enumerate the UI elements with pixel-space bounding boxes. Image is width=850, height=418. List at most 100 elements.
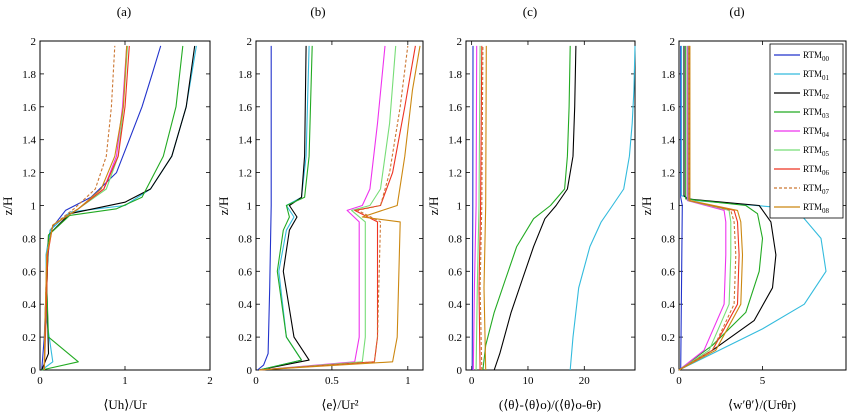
ytick-label: 0.4 (238, 299, 252, 311)
ylabel-c: z/H (426, 197, 441, 216)
xlabel-c: (⟨θ⟩-⟨θ⟩o)/(⟨θ⟩o-θr) (499, 397, 601, 412)
series-line-RTM02 (258, 45, 310, 371)
series-c (471, 45, 636, 371)
ticks-a: 0 0.2 0.4 0.6 0.8 1 1.2 1.4 1.6 1.8 2 0 1 2 (22, 36, 213, 387)
series-line-RTM05 (475, 45, 481, 371)
xtick-label: 0.5 (325, 375, 339, 387)
series-line-RTM00 (680, 45, 683, 371)
ytick-label: 0.4 (661, 299, 675, 311)
legend-label-RTM06: RTM06 (803, 164, 829, 177)
legend: RTM00 RTM01 RTM02 RTM03 RTM04 RTM05 RTM06 RTM07… (769, 43, 844, 219)
ytick-label: 1 (670, 201, 676, 213)
series-line-RTM03 (258, 45, 313, 371)
ytick-label: 0.2 (448, 332, 462, 344)
xtick-label: 0 (253, 375, 259, 387)
legend-box (769, 43, 844, 219)
ytick-label: 0.2 (22, 332, 36, 344)
legend-label-RTM08: RTM08 (803, 202, 829, 215)
ylabel-a: z/H (0, 197, 15, 216)
ytick-label: 0.4 (448, 299, 462, 311)
legend-label-RTM01: RTM01 (803, 69, 829, 82)
xtick-label: 0 (469, 375, 475, 387)
xlabel-a: ⟨Uh⟩/Ur (103, 397, 147, 412)
ytick-label: 1.4 (661, 135, 675, 147)
series-b (257, 45, 421, 371)
ytick-label: 2 (247, 36, 253, 48)
series-line-RTM03 (678, 45, 764, 371)
series-line-RTM00 (257, 45, 272, 371)
series-line-RTM08 (678, 45, 744, 371)
ytick-label: 1.6 (22, 102, 36, 114)
series-line-RTM06 (43, 45, 130, 371)
series-line-RTM07 (678, 45, 737, 371)
ticks-b: 0 0.2 0.4 0.6 0.8 1 1.2 1.4 1.6 1.8 2 0 0.5 1 (238, 36, 423, 387)
ytick-label: 1.2 (238, 168, 252, 180)
xtick-label: 10 (522, 375, 534, 387)
ytick-label: 0 (457, 365, 463, 377)
xtick-label: 5 (760, 375, 766, 387)
ytick-label: 1.8 (661, 69, 675, 81)
ylabel-b: z/H (216, 197, 231, 216)
series-d (678, 45, 827, 371)
legend-label-RTM00: RTM00 (803, 50, 829, 63)
series-line-RTM04 (43, 45, 128, 371)
series-line-RTM08 (258, 45, 421, 371)
ytick-label: 1.2 (448, 168, 462, 180)
series-line-RTM07 (479, 45, 484, 371)
ytick-label: 1.4 (238, 135, 252, 147)
series-line-RTM03 (41, 45, 184, 371)
xtick-label: 2 (207, 375, 213, 387)
ytick-label: 0.6 (238, 266, 252, 278)
panel-title-c: (c) (523, 4, 537, 19)
ticks-c: 00.20.40.60.811.21.41.61.820 10 20 (448, 36, 635, 387)
series-line-RTM07 (258, 45, 409, 371)
xtick-label: 0 (37, 375, 43, 387)
series-line-RTM05 (43, 45, 129, 371)
ytick-label: 1.2 (22, 168, 36, 180)
ytick-label: 0.8 (238, 233, 252, 245)
xtick-label: 1 (122, 375, 128, 387)
ylabel-d: z/H (639, 197, 654, 216)
series-line-RTM03 (482, 45, 571, 371)
legend-label-RTM05: RTM05 (803, 145, 829, 158)
xlabel-d: ⟨w′θ′⟩/(Urθr) (728, 397, 796, 412)
ytick-label: 0.6 (22, 266, 36, 278)
series-line-RTM04 (258, 45, 386, 371)
ytick-label: 0.6 (448, 266, 462, 278)
ytick-label: 0.4 (22, 299, 36, 311)
ytick-label: 0 (31, 365, 37, 377)
ytick-label: 0.8 (448, 233, 462, 245)
panel-title-d: (d) (729, 4, 744, 19)
ytick-label: 0.2 (238, 332, 252, 344)
panel-title-b: (b) (310, 4, 325, 19)
ytick-label: 1 (457, 201, 463, 213)
series-line-RTM06 (258, 45, 416, 371)
ytick-label: 1.8 (238, 69, 252, 81)
ytick-label: 1.2 (661, 168, 675, 180)
ytick-label: 1.8 (448, 69, 462, 81)
panel-title-a: (a) (117, 4, 131, 19)
ytick-label: 1.6 (448, 102, 462, 114)
series-line-RTM08 (483, 45, 487, 371)
series-line-RTM05 (678, 45, 732, 371)
ytick-label: 0.8 (661, 233, 675, 245)
series-line-RTM01 (569, 45, 636, 371)
ytick-label: 0.8 (22, 233, 36, 245)
ytick-label: 1 (247, 201, 253, 213)
series-line-RTM04 (678, 45, 727, 371)
ytick-label: 1 (31, 201, 37, 213)
series-line-RTM04 (472, 45, 478, 371)
ytick-label: 1.6 (238, 102, 252, 114)
series-line-RTM08 (43, 45, 128, 371)
xtick-label: 0 (676, 375, 682, 387)
series-a (41, 45, 197, 371)
xtick-label: 20 (579, 375, 591, 387)
legend-label-RTM07: RTM07 (803, 183, 829, 196)
ytick-label: 0 (670, 365, 676, 377)
legend-label-RTM03: RTM03 (803, 107, 829, 120)
ytick-label: 1.4 (22, 135, 36, 147)
series-line-RTM00 (471, 45, 474, 371)
xlabel-b: ⟨e⟩/Ur² (321, 397, 358, 412)
legend-label-RTM02: RTM02 (803, 88, 829, 101)
